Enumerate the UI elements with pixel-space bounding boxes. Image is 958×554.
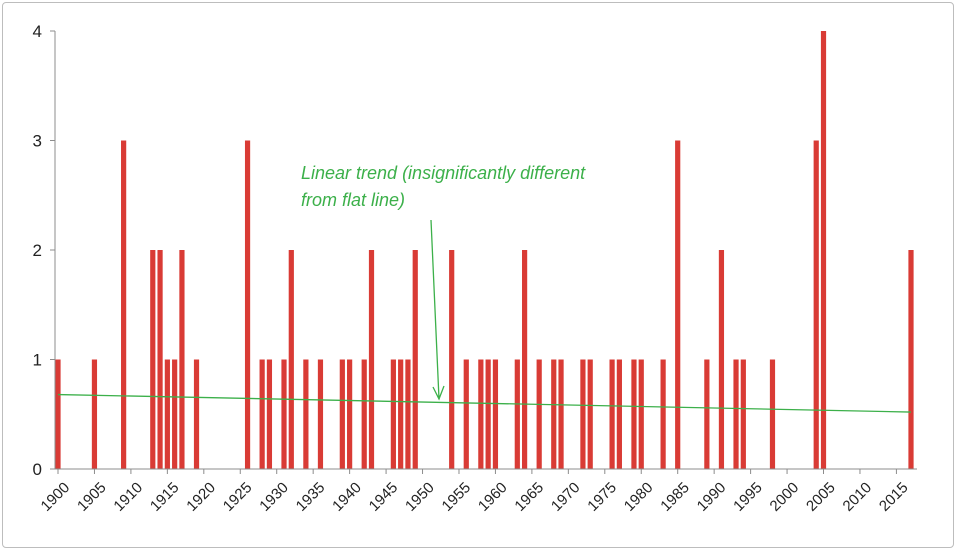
bar — [616, 359, 622, 469]
bar — [813, 140, 819, 469]
bar — [121, 140, 127, 469]
bar — [91, 359, 98, 469]
bar — [718, 250, 725, 469]
bar — [244, 140, 251, 469]
bar — [172, 359, 178, 469]
bar — [390, 359, 396, 469]
x-tick-label: 1905 — [74, 479, 110, 515]
x-tick-label: 2010 — [840, 479, 876, 515]
bar — [193, 359, 200, 469]
bar — [551, 359, 557, 469]
bar — [485, 359, 491, 469]
bar — [412, 250, 418, 469]
bar — [704, 359, 710, 469]
bar — [361, 359, 367, 469]
bar — [398, 359, 404, 469]
x-tick-label: 1915 — [147, 479, 183, 515]
bar — [638, 359, 644, 469]
x-tick-label: 1970 — [548, 479, 584, 515]
bar — [609, 359, 615, 469]
bar — [733, 359, 739, 469]
bar — [587, 359, 593, 469]
bar — [347, 359, 353, 469]
bar — [478, 359, 484, 469]
x-tick-label: 1955 — [439, 479, 475, 515]
y-tick-label: 2 — [33, 241, 42, 260]
x-tick-label: 2000 — [767, 479, 803, 515]
x-tick-label: 1920 — [183, 479, 219, 515]
x-tick-label: 1960 — [475, 479, 511, 515]
y-tick-label: 3 — [33, 132, 42, 151]
bar — [660, 359, 666, 469]
x-ticks-group: 1900 1905 1910 1915 1920 1925 1930 1935 1940 1945… — [38, 469, 912, 515]
bar — [769, 359, 776, 469]
bar — [536, 359, 542, 469]
annotation-line-1: Linear trend (insignificantly different — [301, 163, 586, 183]
x-tick-label: 1995 — [730, 479, 766, 515]
x-tick-label: 1990 — [694, 479, 730, 515]
x-tick-label: 1975 — [584, 479, 620, 515]
bar — [449, 250, 455, 469]
bar — [820, 31, 827, 469]
x-tick-label: 1925 — [220, 479, 256, 515]
bar — [740, 359, 746, 469]
x-tick-label: 1930 — [256, 479, 292, 515]
bar — [558, 359, 564, 469]
bar — [463, 359, 469, 469]
bar — [522, 250, 528, 469]
x-tick-label: 1940 — [329, 479, 365, 515]
bar — [317, 359, 324, 469]
bar — [164, 359, 170, 469]
trend-annotation: Linear trend (insignificantly different … — [301, 163, 586, 401]
bar — [675, 140, 681, 469]
bar — [631, 359, 637, 469]
x-tick-label: 1900 — [38, 479, 74, 515]
x-tick-label: 1935 — [293, 479, 329, 515]
bar — [580, 359, 586, 469]
bar — [259, 359, 265, 469]
bar — [908, 250, 914, 469]
y-tick-label: 4 — [33, 22, 42, 41]
bar — [266, 359, 273, 469]
x-tick-label: 2015 — [876, 479, 912, 515]
x-tick-label: 1945 — [366, 479, 402, 515]
x-tick-label: 1910 — [110, 479, 146, 515]
y-ticks-group: 0 1 2 3 4 — [33, 22, 55, 479]
bar — [150, 250, 156, 469]
trend-line — [57, 393, 912, 413]
y-tick-label: 1 — [33, 351, 42, 370]
annotation-arrow — [430, 219, 445, 401]
x-tick-label: 1965 — [511, 479, 547, 515]
x-tick-label: 1980 — [621, 479, 657, 515]
bar — [303, 359, 309, 469]
bar — [514, 359, 520, 469]
bar — [368, 250, 375, 469]
annotation-line-2: from flat line) — [301, 190, 405, 210]
bar — [281, 359, 287, 469]
bar — [157, 250, 163, 469]
bars-group — [55, 31, 914, 469]
bar — [288, 250, 294, 469]
x-tick-label: 1950 — [402, 479, 438, 515]
y-tick-label: 0 — [33, 460, 42, 479]
bar — [492, 359, 499, 469]
x-tick-label: 1985 — [657, 479, 693, 515]
bar — [179, 250, 185, 469]
bar — [339, 359, 345, 469]
x-tick-label: 2005 — [803, 479, 839, 515]
bar — [405, 359, 411, 469]
bar — [55, 359, 61, 469]
